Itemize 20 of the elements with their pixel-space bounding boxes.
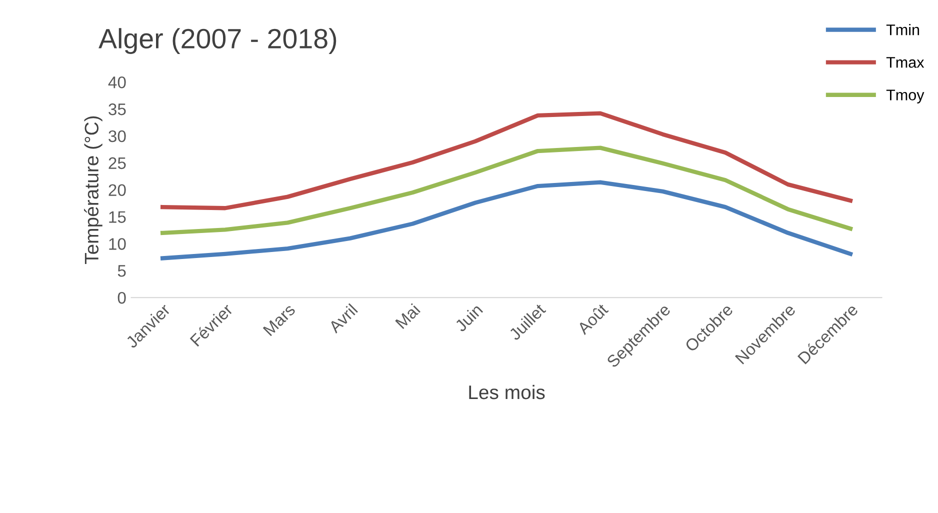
y-tick-label: 15 bbox=[109, 211, 126, 223]
y-tick-label: 5 bbox=[118, 265, 126, 277]
x-axis-title: Les mois bbox=[469, 384, 545, 400]
y-tick-label: 10 bbox=[109, 238, 126, 250]
y-axis-title: Température (°C) bbox=[84, 116, 102, 264]
y-tick-label: 35 bbox=[108, 103, 126, 116]
line-series bbox=[160, 180, 853, 260]
y-tick-label: 25 bbox=[108, 157, 126, 170]
y-tick-label: 20 bbox=[108, 184, 126, 196]
legend-label: Tmin bbox=[886, 24, 920, 36]
chart-title: Alger (2007 - 2018) bbox=[98, 28, 336, 54]
line-series bbox=[160, 146, 853, 235]
y-tick-label: 30 bbox=[108, 130, 126, 142]
legend-label: Tmoy bbox=[886, 90, 924, 104]
x-tick-label: Juin bbox=[454, 303, 484, 332]
y-tick-label: 0 bbox=[118, 292, 126, 304]
legend-label: Tmax bbox=[886, 57, 924, 68]
x-tick-label: Mai bbox=[394, 303, 421, 330]
y-tick-label: 40 bbox=[108, 76, 126, 88]
line-series bbox=[160, 111, 853, 210]
